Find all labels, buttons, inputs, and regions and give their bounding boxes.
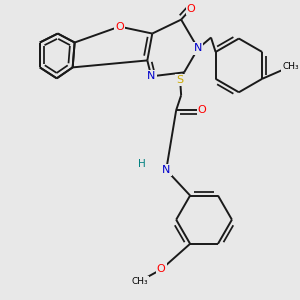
Text: O: O — [157, 264, 166, 274]
Text: O: O — [187, 4, 196, 14]
Text: CH₃: CH₃ — [282, 62, 299, 71]
Text: O: O — [198, 105, 206, 115]
Text: N: N — [194, 44, 202, 53]
Text: CH₃: CH₃ — [131, 277, 148, 286]
Text: N: N — [147, 71, 155, 81]
Text: S: S — [177, 75, 184, 85]
Text: H: H — [139, 159, 146, 169]
Text: N: N — [162, 165, 170, 175]
Text: O: O — [115, 22, 124, 32]
